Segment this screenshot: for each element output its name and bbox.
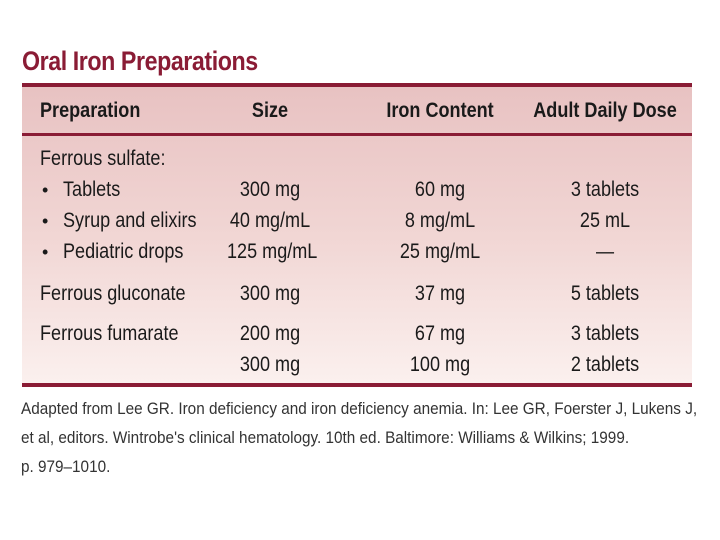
header-rule xyxy=(22,133,692,136)
table-row-prep: Ferrous sulfate: xyxy=(40,147,166,170)
bullet-icon: • xyxy=(42,242,49,262)
header-adult-daily-dose: Adult Daily Dose xyxy=(533,99,677,122)
table-row-dose: 5 tablets xyxy=(570,282,640,305)
header-iron-content: Iron Content xyxy=(386,99,494,122)
table-row-prep: Syrup and elixirs xyxy=(63,209,197,232)
table-row-prep: Ferrous fumarate xyxy=(40,322,179,345)
table-row-dose: 2 tablets xyxy=(570,353,640,376)
table-row-dose: — xyxy=(595,240,615,263)
table-row-size: 300 mg xyxy=(239,178,301,201)
table-row-size: 200 mg xyxy=(239,322,301,345)
table-row-iron: 37 mg xyxy=(414,282,466,305)
source-caption-line-2: et al, editors. Wintrobe's clinical hema… xyxy=(21,428,630,447)
table-row-dose: 3 tablets xyxy=(570,322,640,345)
table-row-dose: 3 tablets xyxy=(570,178,640,201)
table-panel xyxy=(22,87,692,383)
bullet-icon: • xyxy=(42,180,49,200)
page-title: Oral Iron Preparations xyxy=(22,46,258,76)
source-caption-line-1: Adapted from Lee GR. Iron deficiency and… xyxy=(21,399,698,418)
title-rule xyxy=(22,83,692,87)
table-row-iron: 67 mg xyxy=(414,322,466,345)
table-row-iron: 8 mg/mL xyxy=(404,209,476,232)
table-bottom-rule xyxy=(22,383,692,387)
table-row-prep: Pediatric drops xyxy=(63,240,184,263)
table-row-size: 300 mg xyxy=(239,353,301,376)
header-preparation: Preparation xyxy=(40,99,141,122)
table-row-iron: 25 mg/mL xyxy=(399,240,481,263)
table-row-prep: Tablets xyxy=(63,178,121,201)
table-row-size: 125 mg/mL xyxy=(227,240,318,263)
bullet-icon: • xyxy=(42,211,49,231)
table-row-iron: 100 mg xyxy=(409,353,471,376)
source-caption-line-3: p. 979–1010. xyxy=(21,457,111,476)
table-row-size: 40 mg/mL xyxy=(229,209,311,232)
table-row-dose: 25 mL xyxy=(579,209,631,232)
table-row-size: 300 mg xyxy=(239,282,301,305)
table-row-prep: Ferrous gluconate xyxy=(40,282,186,305)
table-row-iron: 60 mg xyxy=(414,178,466,201)
header-size: Size xyxy=(251,99,289,122)
